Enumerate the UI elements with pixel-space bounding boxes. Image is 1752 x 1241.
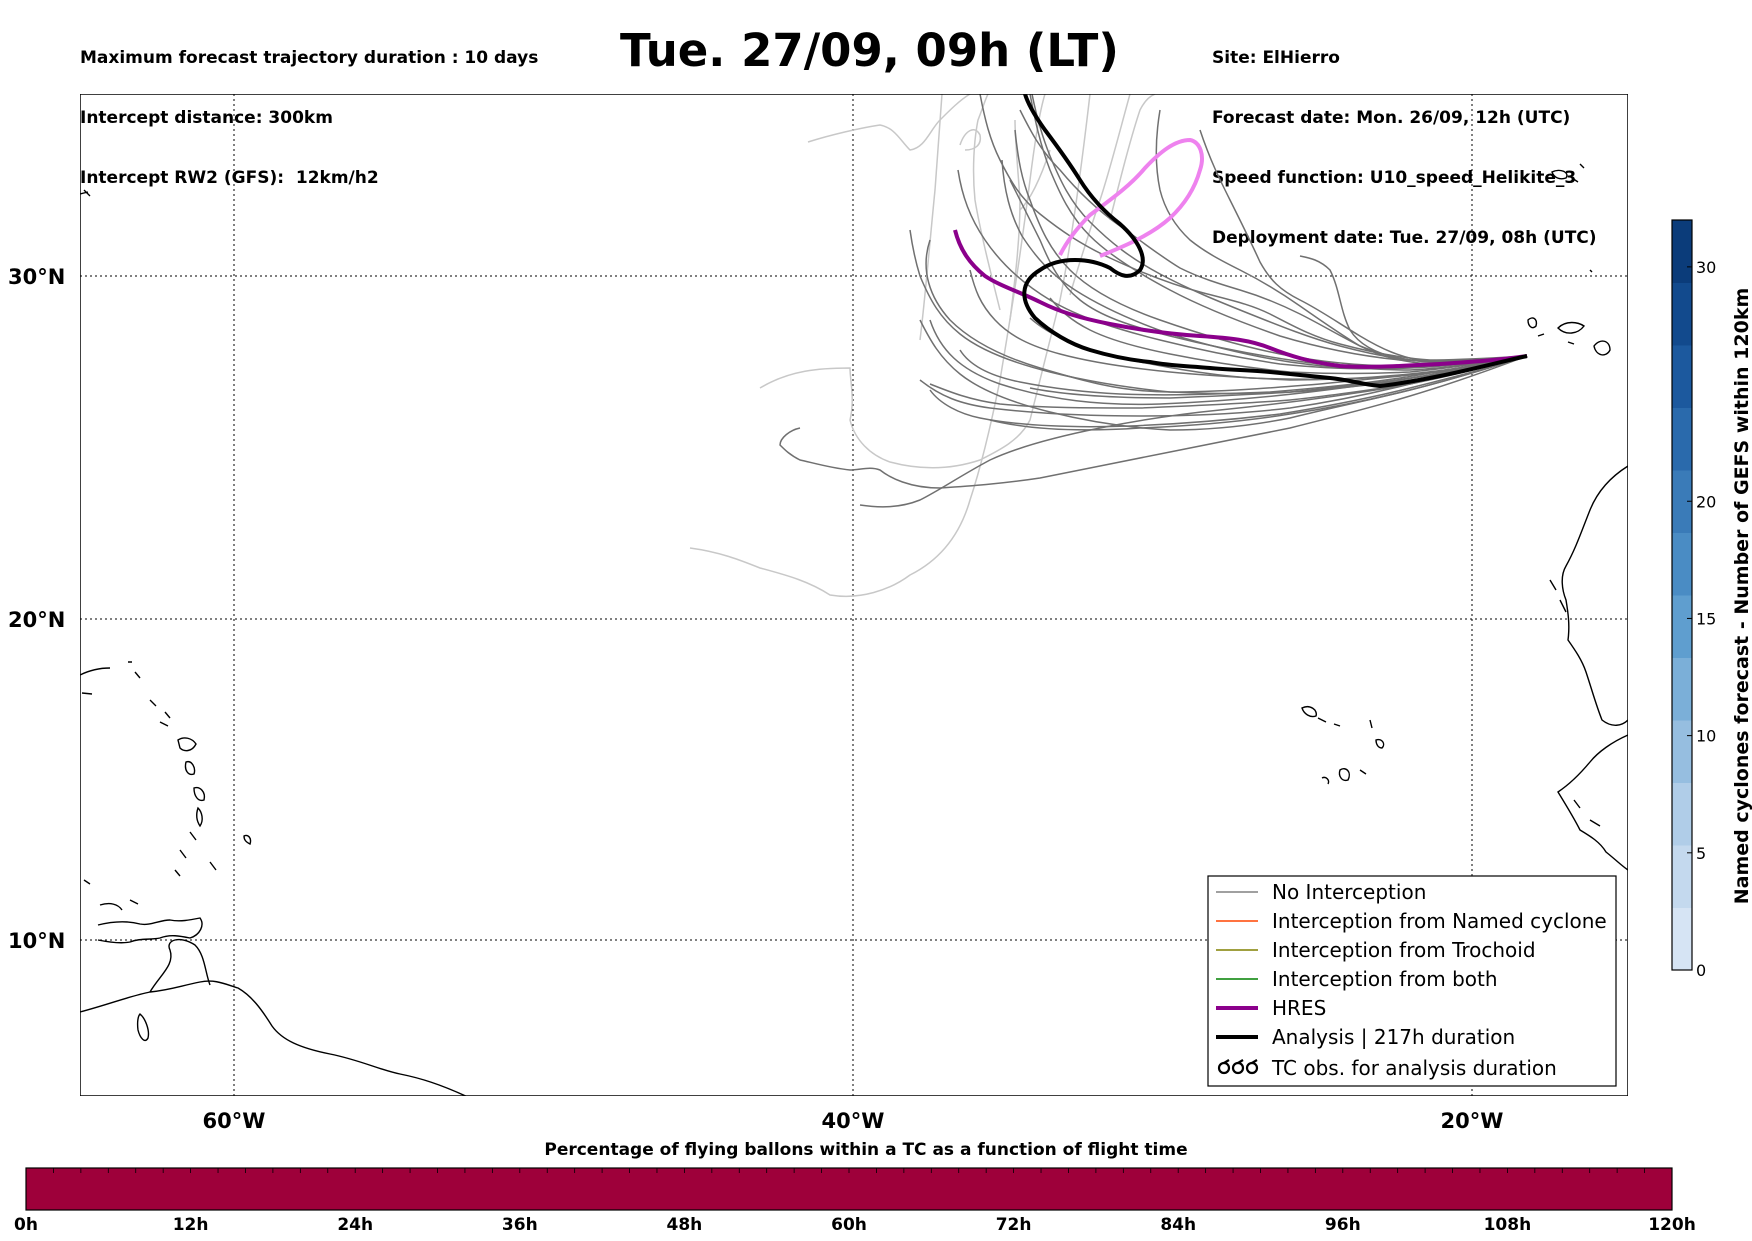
hres-trajectory xyxy=(953,229,1528,369)
forecast-parameters: Maximum forecast trajectory duration : 1… xyxy=(80,8,538,208)
colorbar-cyclones-segment xyxy=(1672,907,1692,971)
legend-label-no-interception: No Interception xyxy=(1272,880,1426,904)
cape-verde-islands xyxy=(1301,706,1341,727)
colorbar-flight-time-tick-label: 24h xyxy=(337,1215,373,1235)
lon-label-60w: 60°W xyxy=(203,1109,266,1133)
legend-label-named-cyclone: Interception from Named cyclone xyxy=(1272,909,1607,933)
speed-function-line: Speed function: U10_speed_Helikite_3 xyxy=(1212,168,1577,188)
colorbar-flight-time-tick-label: 36h xyxy=(502,1215,538,1235)
colorbar-cyclones-segment xyxy=(1672,470,1692,533)
legend-label-trochoid: Interception from Trochoid xyxy=(1272,938,1536,962)
lon-label-40w: 40°W xyxy=(822,1109,885,1133)
colorbar-cyclones-tick-label: 5 xyxy=(1696,844,1706,863)
colorbar-flight-time-tick-label: 84h xyxy=(1160,1215,1196,1235)
coastline-africa xyxy=(1561,465,1628,726)
legend-label-tc-obs: TC obs. for analysis duration xyxy=(1271,1056,1557,1080)
colorbar-flight-time-tick-label: 120h xyxy=(1648,1215,1696,1235)
coastline-south-america xyxy=(80,980,468,1096)
colorbar-flight-time-title: Percentage of flying ballons within a TC… xyxy=(544,1140,1187,1160)
colorbar-cyclones-segment xyxy=(1672,407,1692,471)
colorbar-flight-time-tick-label: 12h xyxy=(173,1215,209,1235)
colorbar-flight-time-tick-label: 96h xyxy=(1325,1215,1361,1235)
site-info: Site: ElHierro Forecast date: Mon. 26/09… xyxy=(1212,8,1597,268)
colorbar-cyclones-segment xyxy=(1672,220,1692,283)
pink-loop-trajectory xyxy=(1058,137,1204,258)
colorbar-cyclones-tick-label: 0 xyxy=(1696,961,1706,980)
lon-label-20w: 20°W xyxy=(1441,1109,1504,1133)
param-line: Intercept RW2 (GFS): 12km/h2 xyxy=(80,168,379,188)
colorbar-cyclones-tick-label: 20 xyxy=(1696,492,1716,511)
colorbar-cyclones-tick-label: 15 xyxy=(1696,609,1716,628)
colorbar-flight-time-bar xyxy=(25,1167,1673,1211)
param-line: Maximum forecast trajectory duration : 1… xyxy=(80,48,539,68)
colorbar-cyclones-segment xyxy=(1672,845,1692,908)
colorbar-cyclones-segment xyxy=(1672,782,1692,846)
legend-box xyxy=(1207,875,1617,1087)
lat-label-30n: 30°N xyxy=(8,265,65,289)
lat-label-10n: 10°N xyxy=(8,929,65,953)
ensemble-trajectories xyxy=(779,94,1528,508)
colorbar-flight-time-tick-label: 60h xyxy=(831,1215,867,1235)
colorbar-cyclones-segment xyxy=(1672,720,1692,783)
site-line: Site: ElHierro xyxy=(1212,48,1340,68)
colorbar-cyclones-frame xyxy=(1671,219,1693,971)
legend: No Interception Interception from Named … xyxy=(1207,875,1617,1087)
colorbar-cyclones-segment xyxy=(1672,532,1692,596)
legend-label-both: Interception from both xyxy=(1272,967,1498,991)
legend-label-hres: HRES xyxy=(1272,996,1326,1020)
forecast-date-line: Forecast date: Mon. 26/09, 12h (UTC) xyxy=(1212,108,1571,128)
colorbar-cyclones-title: Named cyclones forecast - Number of GEFS… xyxy=(1731,288,1752,905)
legend-label-analysis: Analysis | 217h duration xyxy=(1272,1025,1515,1049)
colorbar-cyclones-segment xyxy=(1672,345,1692,408)
colorbar-flight-time-tick-label: 108h xyxy=(1484,1215,1532,1235)
coastlines xyxy=(80,163,1628,1096)
map-title: Tue. 27/09, 09h (LT) xyxy=(620,24,1119,77)
param-line: Intercept distance: 300km xyxy=(80,108,333,128)
canary-islands xyxy=(1527,317,1538,329)
colorbar-cyclones-tick-label: 30 xyxy=(1696,258,1716,277)
tc-obs-symbol-icon xyxy=(1217,1059,1259,1075)
colorbar-flight-time-tick-label: 72h xyxy=(996,1215,1032,1235)
colorbar-cyclones-segment xyxy=(1672,595,1692,658)
ensemble-trajectories-light xyxy=(689,94,1156,598)
colorbar-cyclones-segment xyxy=(1672,282,1692,346)
deployment-date-line: Deployment date: Tue. 27/09, 08h (UTC) xyxy=(1212,228,1597,248)
colorbar-flight-time-tick-label: 48h xyxy=(667,1215,703,1235)
colorbar-flight-time: 0h 12h 24h 36h 48h 60h 72h 84h 96h 108h 120h xyxy=(14,1167,1696,1235)
lat-label-20n: 20°N xyxy=(8,608,65,632)
analysis-trajectory xyxy=(1022,94,1528,389)
colorbar-cyclones-segment xyxy=(1672,657,1692,721)
colorbar-flight-time-tick-label: 0h xyxy=(14,1215,38,1235)
colorbar-cyclones: 0 5 10 15 20 30 xyxy=(1671,219,1716,980)
colorbar-cyclones-tick-label: 10 xyxy=(1696,727,1716,746)
